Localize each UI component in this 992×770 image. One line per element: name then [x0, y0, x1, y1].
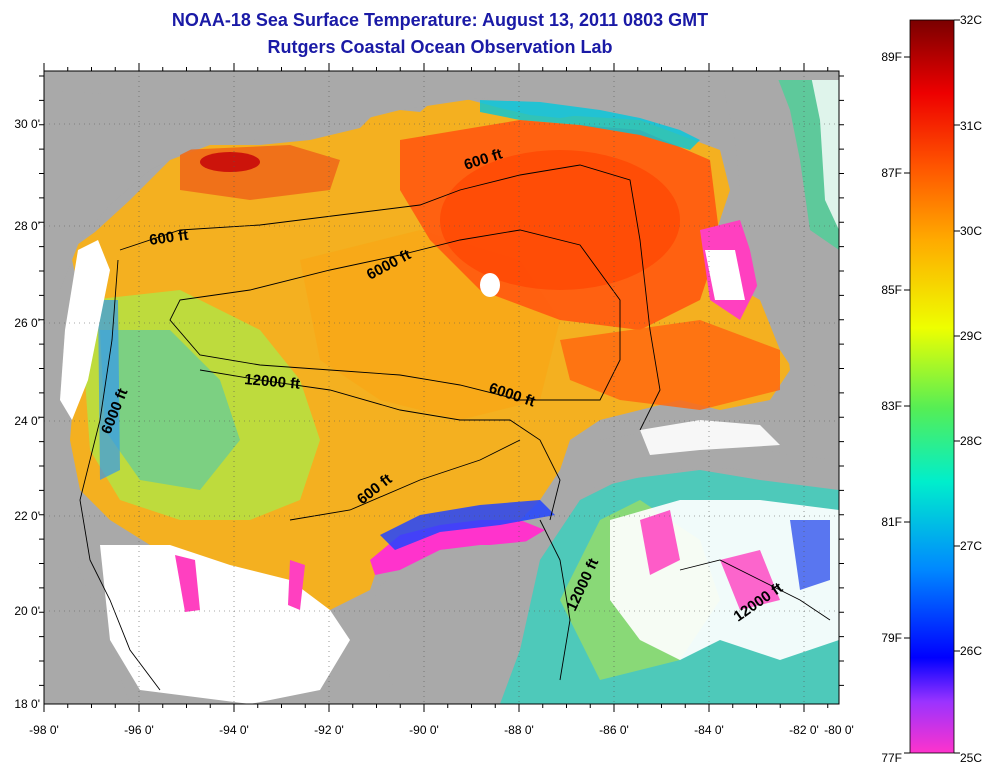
western-cyan-zone — [100, 330, 240, 490]
cold-patch-car2 — [720, 550, 780, 610]
contour-600-north — [119, 164, 661, 431]
graticule — [44, 71, 839, 704]
map-area: 600 ft 600 ft 6000 ft 6000 ft 6000 ft 12… — [44, 71, 839, 704]
lon-label: -98 0' — [29, 723, 59, 737]
axis-ticks — [39, 63, 844, 712]
western-blue-strip — [98, 300, 120, 480]
cold-patch-sw1 — [175, 555, 200, 612]
label-600-w: 600 ft — [148, 227, 189, 249]
contour-12000-se — [679, 559, 831, 621]
lon-label: -86 0' — [599, 723, 629, 737]
cb-f-label: 77F — [881, 751, 902, 765]
cb-f-label: 87F — [881, 166, 902, 180]
contour-12000-central — [199, 369, 561, 521]
cb-f-label: 83F — [881, 399, 902, 413]
mexico-texas-land — [44, 71, 839, 704]
contour-600-west — [79, 259, 161, 691]
lat-label: 24 0' — [14, 414, 40, 428]
lon-label: -90 0' — [409, 723, 439, 737]
cb-f-label: 81F — [881, 515, 902, 529]
cold-patch-sw2 — [288, 560, 305, 610]
map-title: NOAA-18 Sea Surface Temperature: August … — [171, 10, 709, 30]
lat-label: 20 0' — [14, 604, 40, 618]
contour-6000 — [169, 229, 621, 401]
cb-c-label: 30C — [960, 224, 982, 238]
longitude-labels: -98 0' -96 0' -94 0' -92 0' -90 0' -88 0… — [29, 723, 854, 737]
lat-label: 18 0' — [14, 697, 40, 711]
cloud-southwest — [100, 545, 350, 704]
lon-label: -94 0' — [219, 723, 249, 737]
hot-spot-north — [200, 152, 260, 172]
lat-label: 28 0' — [14, 219, 40, 233]
warm-florida-straits — [560, 320, 780, 410]
lon-label: -82 0' — [789, 723, 819, 737]
cb-c-label: 31C — [960, 119, 982, 133]
cuba — [560, 430, 839, 490]
cb-c-label: 28C — [960, 434, 982, 448]
cloud-north-cuba — [640, 420, 780, 455]
lat-label: 30 0' — [14, 117, 40, 131]
cold-patch-car1 — [640, 510, 680, 575]
map-subtitle: Rutgers Coastal Ocean Observation Lab — [267, 37, 613, 57]
warm-core — [440, 150, 680, 290]
colorbar-ticks — [904, 19, 960, 754]
lon-label: -92 0' — [314, 723, 344, 737]
coastal-cool-band — [480, 100, 700, 150]
contour-12000-yuc — [539, 519, 571, 681]
cb-c-label: 25C — [960, 751, 982, 765]
cb-f-label: 85F — [881, 283, 902, 297]
cloud-atlantic — [810, 71, 839, 230]
cloud-florida-shelf — [705, 250, 745, 300]
us-gulf-coast-land — [44, 80, 700, 135]
yucatan-land — [375, 540, 560, 704]
blue-patch-car — [790, 520, 830, 590]
lon-label: -80 0' — [824, 723, 854, 737]
cb-c-label: 26C — [960, 644, 982, 658]
cb-f-label: 79F — [881, 631, 902, 645]
label-12000-c: 12000 ft — [244, 371, 301, 393]
depth-contours — [79, 164, 831, 691]
lat-label: 26 0' — [14, 316, 40, 330]
cb-c-label: 32C — [960, 13, 982, 27]
colorbar: 32C 31C 30C 29C 28C 27C 26C 25C 89F 87F … — [881, 13, 982, 765]
cloud-spot-center — [480, 273, 500, 297]
cloud-west-coast — [60, 240, 110, 420]
lon-label: -84 0' — [694, 723, 724, 737]
map-frame — [43, 70, 840, 705]
warm-shelf-north — [180, 145, 340, 200]
contour-600-south — [289, 439, 521, 521]
cb-c-label: 29C — [960, 329, 982, 343]
lon-label: -96 0' — [124, 723, 154, 737]
colorbar-gradient — [909, 19, 955, 754]
campeche-blue-band — [380, 500, 555, 550]
lon-label: -88 0' — [504, 723, 534, 737]
lat-label: 22 0' — [14, 509, 40, 523]
cb-f-label: 89F — [881, 50, 902, 64]
cb-c-label: 27C — [960, 539, 982, 553]
latitude-labels: 30 0' 28 0' 26 0' 24 0' 22 0' 20 0' 18 0… — [14, 117, 40, 711]
